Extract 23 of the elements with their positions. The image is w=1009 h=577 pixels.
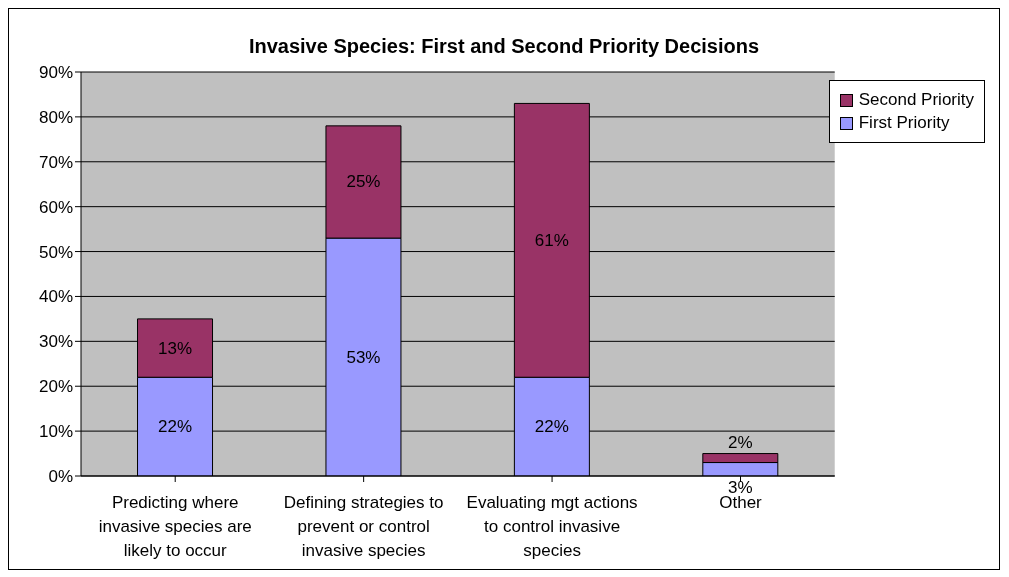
data-label: 2% (728, 433, 753, 453)
y-tick-label: 80% (38, 107, 73, 127)
data-label: 61% (534, 230, 569, 250)
x-tick-label: Predicting where invasive species are likely to occur (98, 493, 252, 560)
y-tick-label: 60% (38, 197, 73, 217)
data-label: 25% (346, 172, 381, 192)
data-label: 22% (158, 417, 193, 437)
y-tick-label: 0% (48, 467, 73, 487)
legend-label: Second Priority (858, 90, 974, 110)
y-tick-label: 40% (38, 287, 73, 307)
data-label: 13% (158, 338, 193, 358)
chart-title: Invasive Species: First and Second Priority Decisions (247, 35, 761, 58)
data-label: 53% (346, 347, 381, 367)
y-tick-label: 90% (38, 63, 73, 83)
x-tick-label: Evaluating mgt actions to control invasive species (466, 493, 638, 560)
legend-label: First Priority (858, 113, 950, 133)
data-label: 22% (534, 417, 569, 437)
x-tick-label: Defining strategies to prevent or control invasive species (283, 493, 444, 560)
y-tick-label: 50% (38, 242, 73, 262)
y-tick-label: 10% (38, 422, 73, 442)
y-tick-label: 70% (38, 152, 73, 172)
y-tick-label: 20% (38, 377, 73, 397)
y-tick-label: 30% (38, 332, 73, 352)
